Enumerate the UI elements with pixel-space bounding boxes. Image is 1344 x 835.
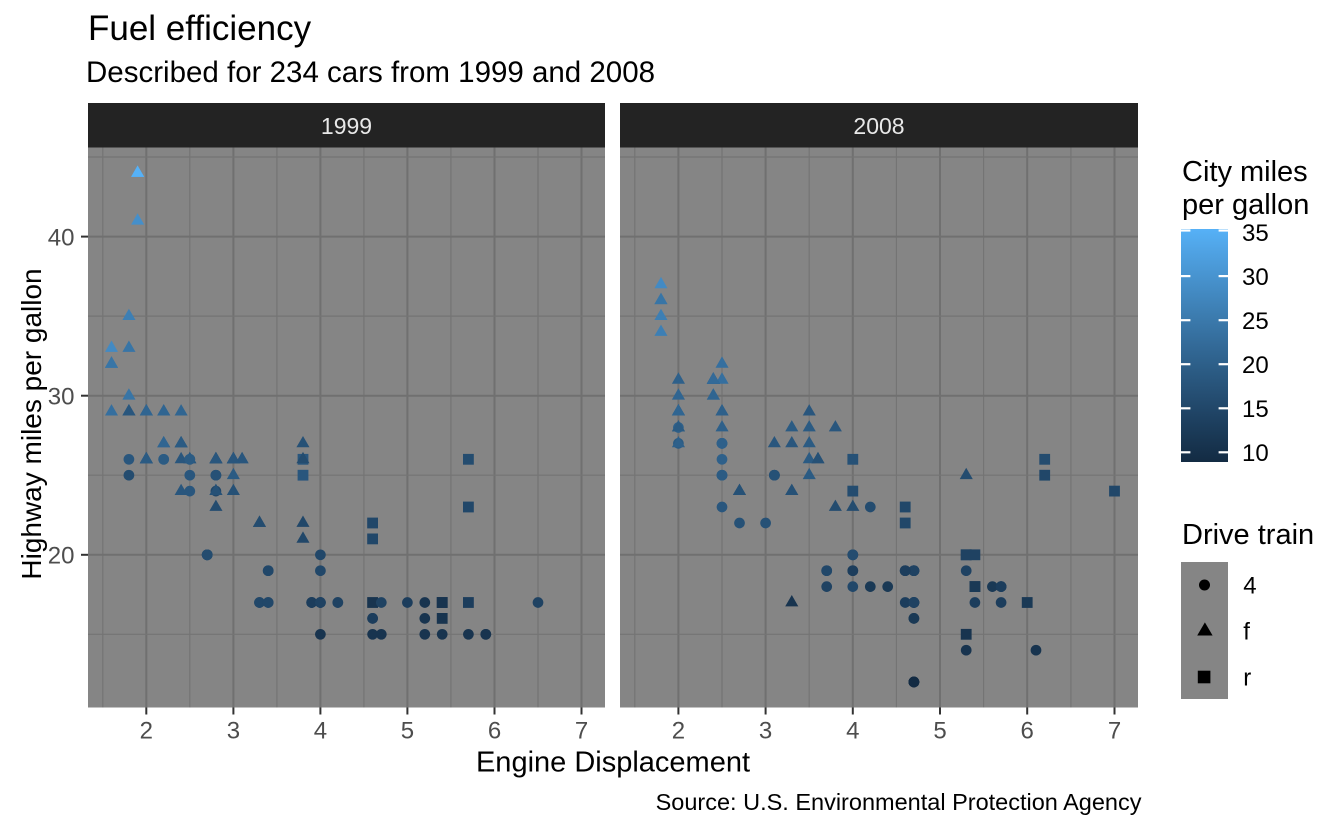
svg-text:Highway miles per gallon: Highway miles per gallon — [16, 268, 47, 579]
svg-text:20: 20 — [1242, 352, 1269, 379]
svg-text:6: 6 — [1021, 718, 1034, 745]
svg-text:20: 20 — [48, 543, 75, 570]
svg-text:per gallon: per gallon — [1182, 189, 1309, 221]
svg-text:r: r — [1243, 665, 1251, 692]
svg-text:2: 2 — [672, 718, 685, 745]
svg-text:7: 7 — [575, 718, 588, 745]
svg-text:Source: U.S. Environmental Pro: Source: U.S. Environmental Protection Ag… — [656, 789, 1142, 815]
svg-text:Engine Displacement: Engine Displacement — [476, 747, 750, 779]
svg-text:7: 7 — [1108, 718, 1121, 745]
svg-text:5: 5 — [401, 718, 414, 745]
svg-text:40: 40 — [48, 224, 75, 251]
svg-text:25: 25 — [1242, 308, 1269, 335]
svg-text:3: 3 — [759, 718, 772, 745]
svg-text:5: 5 — [933, 718, 946, 745]
svg-text:Fuel efficiency: Fuel efficiency — [88, 9, 312, 48]
svg-text:2008: 2008 — [853, 113, 904, 139]
svg-text:2: 2 — [140, 718, 153, 745]
svg-text:4: 4 — [1243, 573, 1256, 600]
svg-text:4: 4 — [846, 718, 859, 745]
svg-text:Drive train: Drive train — [1182, 519, 1314, 551]
svg-text:1999: 1999 — [321, 113, 372, 139]
svg-text:4: 4 — [314, 718, 327, 745]
svg-text:30: 30 — [48, 383, 75, 410]
svg-text:3: 3 — [227, 718, 240, 745]
svg-text:6: 6 — [488, 718, 501, 745]
svg-text:Described for 234 cars from 19: Described for 234 cars from 1999 and 200… — [86, 56, 655, 89]
svg-text:10: 10 — [1242, 440, 1269, 467]
svg-text:City miles: City miles — [1182, 156, 1308, 188]
svg-text:30: 30 — [1242, 264, 1269, 291]
svg-text:35: 35 — [1242, 220, 1269, 247]
svg-text:f: f — [1243, 619, 1250, 646]
svg-text:15: 15 — [1242, 396, 1269, 423]
